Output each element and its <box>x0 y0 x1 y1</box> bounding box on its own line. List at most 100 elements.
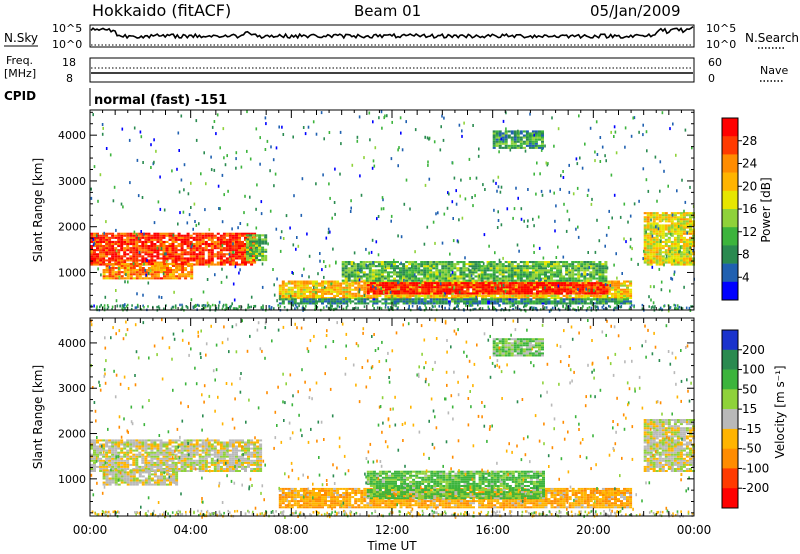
heatmap-cell <box>526 282 530 285</box>
heatmap-cell <box>682 253 686 256</box>
heatmap-cell <box>321 292 324 295</box>
heatmap-cell <box>147 232 151 235</box>
heatmap-cell <box>633 304 635 307</box>
heatmap-cell <box>172 262 175 265</box>
heatmap-cell <box>630 134 633 138</box>
heatmap-cell <box>667 218 671 221</box>
heatmap-cell <box>596 284 600 287</box>
heatmap-cell <box>539 282 542 285</box>
heatmap-cell <box>403 278 405 282</box>
heatmap-cell <box>411 263 415 266</box>
heatmap-cell <box>216 245 220 248</box>
heatmap-cell <box>646 220 650 223</box>
heatmap-cell <box>129 236 133 239</box>
heatmap-cell <box>502 119 505 123</box>
heatmap-cell <box>598 300 602 303</box>
heatmap-cell <box>420 271 424 274</box>
heatmap-cell <box>525 140 529 143</box>
cpid-mode-text: normal (fast) -151 <box>94 93 227 108</box>
heatmap-cell <box>222 234 226 237</box>
heatmap-cell <box>518 307 521 311</box>
heatmap-cell <box>171 253 175 256</box>
heatmap-cell <box>235 151 238 155</box>
heatmap-cell <box>350 261 354 264</box>
heatmap-cell <box>368 275 372 278</box>
heatmap-cell <box>96 305 98 308</box>
heatmap-cell <box>231 247 235 250</box>
heatmap-cell <box>673 253 677 256</box>
heatmap-cell <box>595 297 599 300</box>
heatmap-cell <box>514 294 518 297</box>
heatmap-cell <box>557 284 560 288</box>
heatmap-cell <box>481 298 485 301</box>
heatmap-cell <box>531 273 535 276</box>
heatmap-cell <box>538 300 542 303</box>
heatmap-cell <box>461 129 463 133</box>
heatmap-cell <box>135 269 139 272</box>
heatmap-cell <box>520 300 524 303</box>
heatmap-cell <box>679 224 683 227</box>
heatmap-cell <box>143 232 145 236</box>
heatmap-cell <box>332 247 334 251</box>
heatmap-cell <box>360 297 364 300</box>
heatmap-cell <box>652 253 656 256</box>
heatmap-cell <box>487 302 491 305</box>
heatmap-cell <box>568 300 572 303</box>
heatmap-cell <box>93 245 96 248</box>
heatmap-cell <box>150 251 154 254</box>
heatmap-cell <box>108 262 112 265</box>
heatmap-cell <box>144 257 148 260</box>
heatmap-cell <box>132 249 136 252</box>
heatmap-cell <box>411 269 415 272</box>
heatmap-cell <box>102 126 104 130</box>
heatmap-cell <box>562 261 566 264</box>
heatmap-cell <box>447 261 451 264</box>
heatmap-cell <box>683 209 685 213</box>
heatmap-cell <box>174 257 178 260</box>
heatmap-cell <box>595 294 599 297</box>
heatmap-cell <box>448 292 452 295</box>
heatmap-cell <box>444 273 448 276</box>
heatmap-cell <box>344 271 348 274</box>
heatmap-cell <box>231 261 235 264</box>
heatmap-cell <box>198 251 202 254</box>
heatmap-cell <box>249 157 252 161</box>
heatmap-cell <box>538 144 541 147</box>
heatmap-cell <box>643 236 647 239</box>
heatmap-cell <box>120 236 124 239</box>
heatmap-cell <box>272 158 275 162</box>
heatmap-cell <box>198 257 202 260</box>
heatmap-cell <box>237 226 239 230</box>
heatmap-cell <box>201 257 205 260</box>
heatmap-cell <box>181 262 185 265</box>
heatmap-cell <box>531 277 535 280</box>
heatmap-cell <box>262 304 264 307</box>
heatmap-cell <box>679 226 683 229</box>
heatmap-cell <box>141 251 145 254</box>
heatmap-cell <box>123 240 127 243</box>
heatmap-cell <box>219 234 223 237</box>
heatmap-cell <box>207 257 211 260</box>
heatmap-cell <box>528 265 532 268</box>
heatmap-cell <box>117 236 121 239</box>
heatmap-cell <box>235 245 238 248</box>
heatmap-cell <box>574 267 578 270</box>
heatmap-cell <box>627 220 629 224</box>
heatmap-cell <box>504 265 508 268</box>
heatmap-cell <box>225 259 229 262</box>
heatmap-cell <box>318 298 321 301</box>
heatmap-cell <box>341 267 345 270</box>
heatmap-cell <box>526 303 528 307</box>
heatmap-cell <box>279 236 282 240</box>
heatmap-cell <box>387 265 390 268</box>
heatmap-cell <box>171 249 175 252</box>
heatmap-cell <box>438 261 442 264</box>
heatmap-cell <box>396 261 399 264</box>
heatmap-cell <box>568 297 572 300</box>
heatmap-cell <box>365 279 369 282</box>
heatmap-cell <box>429 297 433 300</box>
heatmap-cell <box>544 263 547 266</box>
heatmap-cell <box>294 307 296 310</box>
heatmap-cell <box>689 222 692 225</box>
heatmap-cell <box>147 236 151 239</box>
